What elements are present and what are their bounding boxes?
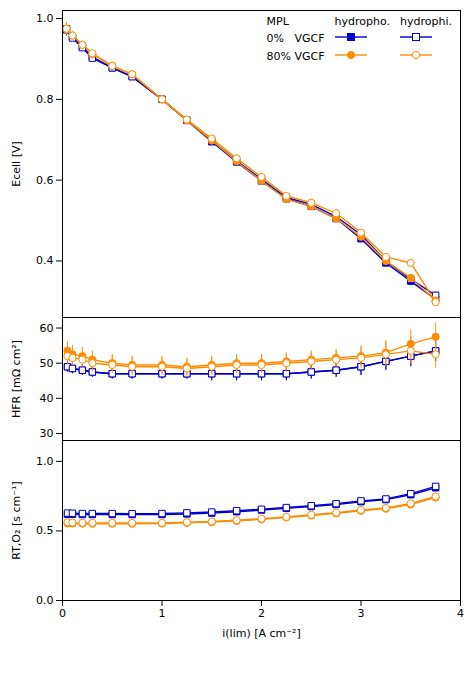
svg-text:0.4: 0.4	[36, 254, 54, 267]
svg-text:2: 2	[258, 607, 265, 620]
svg-text:4: 4	[457, 607, 464, 620]
html-text:MPL: MPL	[266, 15, 289, 28]
svg-text:0.8: 0.8	[36, 93, 54, 106]
html-text:80% VGCF: 80% VGCF	[266, 50, 325, 63]
svg-text:Ecell [V]: Ecell [V]	[10, 141, 23, 186]
html-text:hydrophi.: hydrophi.	[400, 15, 452, 28]
svg-text:i(lim) [A cm⁻²]: i(lim) [A cm⁻²]	[222, 627, 301, 640]
svg-text:60: 60	[40, 322, 54, 335]
svg-text:RT,O₂ [s cm⁻¹]: RT,O₂ [s cm⁻¹]	[10, 481, 23, 559]
svg-text:1: 1	[159, 607, 166, 620]
svg-text:0: 0	[59, 607, 66, 620]
svg-text:0.6: 0.6	[36, 174, 54, 187]
html-text:0% VGCF: 0% VGCF	[266, 32, 325, 45]
svg-text:1.0: 1.0	[36, 12, 54, 25]
svg-text:30: 30	[40, 427, 54, 440]
svg-text:50: 50	[40, 357, 54, 370]
svg-text:0.0: 0.0	[36, 594, 54, 607]
html-text:hydropho.: hydropho.	[334, 15, 390, 28]
svg-text:1.0: 1.0	[36, 455, 54, 468]
svg-text:0.5: 0.5	[36, 524, 54, 537]
svg-text:HFR [mΩ cm²]: HFR [mΩ cm²]	[10, 340, 23, 418]
svg-text:3: 3	[358, 607, 365, 620]
svg-text:40: 40	[40, 392, 54, 405]
